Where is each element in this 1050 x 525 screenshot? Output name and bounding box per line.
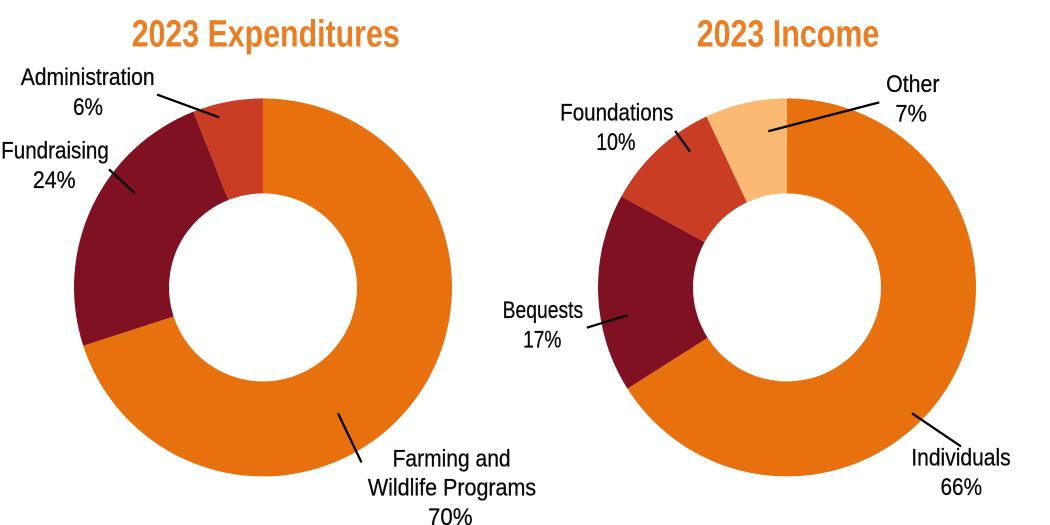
svg-text:Foundations: Foundations [560,100,673,127]
svg-text:Wildlife Programs: Wildlife Programs [368,475,536,502]
svg-text:6%: 6% [73,94,103,121]
svg-text:66%: 66% [941,474,983,501]
svg-text:17%: 17% [523,326,561,353]
svg-text:Farming and: Farming and [393,445,511,472]
svg-text:2023 Expenditures: 2023 Expenditures [132,13,400,55]
svg-text:Individuals: Individuals [911,445,1010,472]
svg-text:7%: 7% [895,100,927,127]
svg-text:Administration: Administration [21,64,155,91]
svg-text:24%: 24% [33,167,76,194]
svg-text:10%: 10% [596,129,635,156]
svg-text:Fundraising: Fundraising [1,138,109,165]
svg-text:2023 Income: 2023 Income [697,13,880,55]
svg-text:Other: Other [886,71,939,98]
svg-text:70%: 70% [428,504,473,525]
svg-text:Bequests: Bequests [503,297,584,324]
